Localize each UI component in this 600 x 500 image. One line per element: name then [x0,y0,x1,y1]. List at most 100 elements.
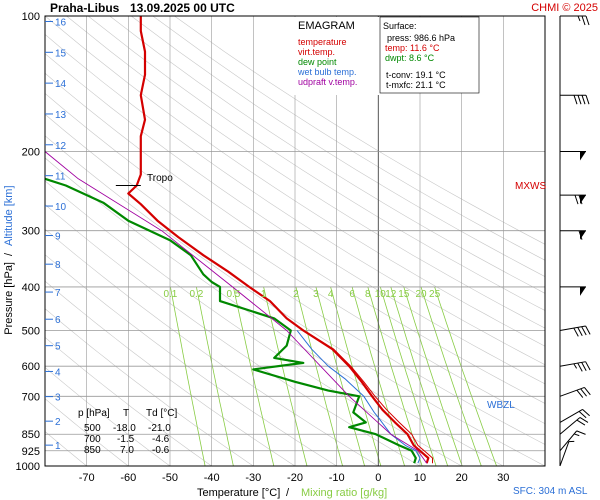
dry-adiabat-line [45,280,296,466]
x-tick-label: -70 [79,472,95,484]
wind-barb [560,230,586,240]
mixing-ratio-line [263,286,308,466]
wbzl-label: WBZL [487,400,515,411]
pressure-tick-label: 500 [22,326,40,338]
wind-barb [559,430,586,452]
x-tick-label: 30 [497,472,509,484]
mixing-ratio-label: 25 [429,289,441,300]
pressure-tick-label: 850 [22,429,40,441]
legend-updraft: udpraft v.temp. [298,77,357,87]
surface-tconv: t-conv: 19.1 °C [386,70,446,80]
dry-adiabat-line [87,16,545,311]
altitude-tick-label: 4 [55,368,61,379]
mixing-ratio-line [403,286,463,466]
altitude-tick-label: 6 [55,315,61,326]
pressure-tick-label: 925 [22,446,40,458]
level-table: p [hPa] T Td [°C] 500 -18.0 -21.0 700 -1… [78,408,177,456]
x-tick-label: 10 [414,472,426,484]
y-axis-label: Pressure [hPa] / Altitude [km] [3,185,15,334]
dry-adiabat-line [45,53,545,385]
dry-adiabat-line [66,16,545,329]
surface-press: press: 986.6 hPa [387,33,455,43]
wind-barb [560,151,586,161]
wind-barb [560,194,586,205]
mixing-ratio-label: 4 [328,289,334,300]
series-line-udpraft-v-temp- [45,151,428,464]
mixing-ratio-line [330,286,382,466]
legend-wet-bulb: wet bulb temp. [297,67,357,77]
dry-adiabat-line [45,72,545,404]
table-cell: 850 [84,445,101,456]
series-line-virt-temp- [248,286,433,464]
pressure-tick-label: 700 [22,391,40,403]
surface-temp: temp: 11.6 °C [385,43,440,53]
pressure-tick-label: 300 [22,226,40,238]
mxws-label: MXWS [515,181,546,192]
altitude-tick-label: 10 [55,202,67,213]
plot-frame [44,15,546,467]
x-tick-label: 0 [375,472,381,484]
mixing-ratio-lines [170,286,497,466]
series-line-temperature [127,16,430,464]
mixing-ratio-line [379,286,437,466]
mixing-ratio-label: 15 [398,289,410,300]
wind-barb [560,286,586,296]
mixing-ratio-label: 12 [385,289,397,300]
mixing-ratio-label: 0.5 [226,289,240,300]
dry-adiabat-line [174,16,545,245]
legend-box: EMAGRAM temperature virt.temp. dew point… [292,17,379,95]
tropo-label: Tropo [147,173,173,184]
plot-area [44,15,546,467]
altitude-tick-label: 9 [55,232,61,243]
y-label-pressure: Pressure [hPa] [3,262,15,335]
altitude-tick-label: 14 [55,79,67,90]
surface-dwpt: dwpt: 8.6 °C [385,53,435,63]
mixing-ratio-label: 3 [313,289,319,300]
mixing-ratio-label: 0.1 [163,289,177,300]
pressure-tick-label: 200 [22,147,40,159]
wind-barb [559,325,591,337]
x-tick-label: -60 [120,472,136,484]
table-cell: -21.0 [148,423,171,434]
table-cell: 7.0 [120,445,134,456]
dry-adiabat-line [109,16,545,294]
table-cell: -1.5 [117,434,135,445]
x-tick-label: -10 [329,472,345,484]
mixing-ratio-label: 1 [261,289,267,300]
mixing-ratio-label: 10 [375,289,387,300]
pressure-tick-label: 100 [22,11,40,23]
wind-barb [559,440,575,467]
altitude-tick-label: 13 [55,110,67,121]
x-tick-label: -20 [287,472,303,484]
wind-barb [559,417,589,435]
table-header-td: Td [°C] [146,408,177,419]
y-label-altitude: Altitude [km] [3,185,15,246]
mixing-ratio-labels: 0.1 0.2 0.5 1 2 3 4 6 8 10 12 15 20 25 [163,289,440,300]
legend-virt-temp: virt.temp. [298,47,335,57]
pressure-tick-label: 1000 [16,461,40,473]
wind-barb [560,15,590,26]
mixing-ratio-label: 6 [349,289,355,300]
altitude-tick-label: 8 [55,260,61,271]
mixing-ratio-label: 8 [365,289,371,300]
altitude-tick-label: 1 [55,441,61,452]
pressure-tick-label: 400 [22,282,40,294]
table-cell: -4.6 [152,434,170,445]
mixing-ratio-label: 2 [293,289,299,300]
altitude-tick-label: 7 [55,288,61,299]
wind-barb [559,361,591,372]
x-label-temperature: Temperature [°C] [197,487,280,499]
mixing-ratio-line [295,286,343,466]
wind-barb-column [559,15,591,467]
altitude-tick-label: 15 [55,48,67,59]
x-tick-label: -40 [204,472,220,484]
altitude-tick-label: 16 [55,18,67,29]
mixing-ratio-label: 0.2 [189,289,203,300]
surface-title: Surface: [383,21,417,31]
legend-temperature: temperature [298,37,347,47]
altitude-tick-label: 12 [55,141,67,152]
altitude-tick-label: 11 [55,172,66,183]
table-header-p: p [hPa] [78,408,110,419]
sfc-label: SFC: 304 m ASL [513,486,588,497]
dry-adiabat-line [131,16,545,277]
